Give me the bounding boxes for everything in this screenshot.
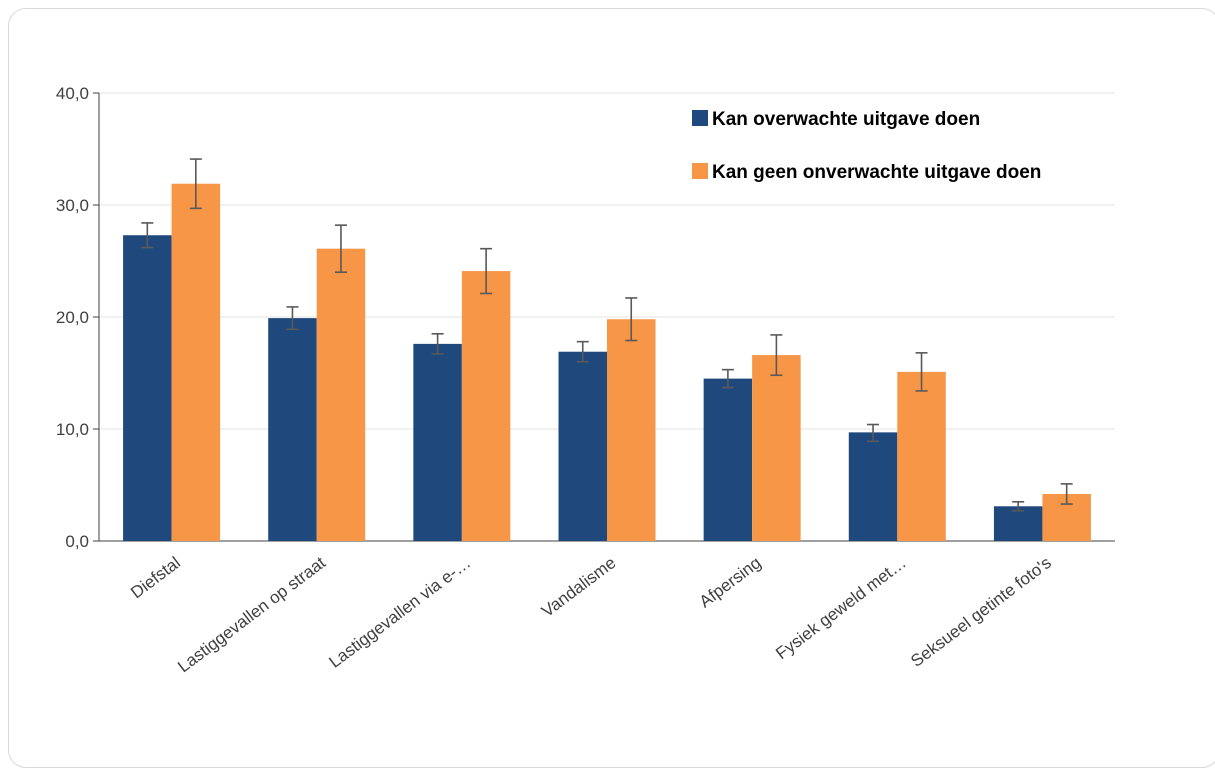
bar bbox=[316, 248, 366, 541]
legend: Kan overwachte uitgave doen Kan geen onve… bbox=[692, 109, 1041, 183]
x-tick-label: Seksueel getinte foto's bbox=[907, 553, 1055, 671]
bar bbox=[413, 343, 462, 541]
legend-swatch bbox=[692, 110, 708, 126]
error-bars bbox=[141, 158, 1073, 512]
bar bbox=[752, 355, 801, 541]
legend-swatch bbox=[692, 163, 708, 179]
x-tick-label: Afpersing bbox=[696, 553, 765, 611]
bar bbox=[461, 271, 511, 541]
bar bbox=[993, 506, 1043, 541]
y-tick-label: 10,0 bbox=[56, 420, 89, 439]
x-tick-label: Lastiggevallen op straat bbox=[174, 553, 329, 676]
bar bbox=[123, 235, 172, 542]
bar bbox=[171, 183, 221, 541]
x-tick-label: Lastiggevallen via e-… bbox=[325, 553, 474, 672]
bar bbox=[268, 318, 317, 541]
y-tick-label: 30,0 bbox=[56, 196, 89, 215]
bar bbox=[558, 351, 607, 541]
bar bbox=[848, 432, 898, 541]
bar bbox=[897, 371, 946, 541]
y-tick-label: 20,0 bbox=[56, 308, 89, 327]
legend-label: Kan overwachte uitgave doen bbox=[712, 109, 980, 130]
bar bbox=[607, 319, 656, 541]
x-tick-label: Fysiek geweld met… bbox=[772, 553, 909, 663]
y-tick-label: 0,0 bbox=[65, 532, 89, 551]
bars bbox=[123, 183, 1091, 542]
bar bbox=[703, 378, 753, 541]
y-tick-label: 40,0 bbox=[56, 84, 89, 103]
x-tick-label: Vandalisme bbox=[538, 553, 619, 621]
x-tick-label: Diefstal bbox=[127, 553, 184, 602]
legend-label: Kan geen onverwachte uitgave doen bbox=[712, 162, 1041, 183]
